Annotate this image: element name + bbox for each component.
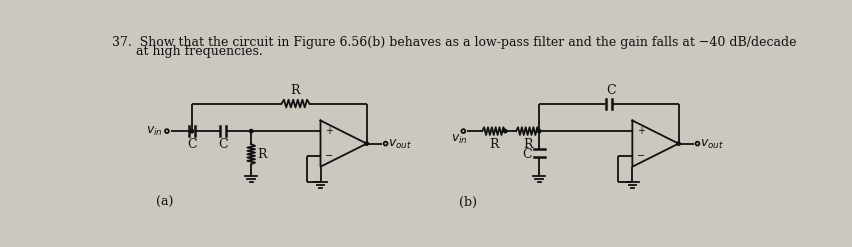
Text: C: C bbox=[522, 148, 532, 161]
Text: 37.  Show that the circuit in Figure 6.56(b) behaves as a low-pass filter and th: 37. Show that the circuit in Figure 6.56… bbox=[112, 36, 796, 49]
Text: −: − bbox=[325, 151, 333, 162]
Text: C: C bbox=[217, 138, 227, 151]
Text: at high frequencies.: at high frequencies. bbox=[112, 45, 262, 58]
Text: (a): (a) bbox=[156, 196, 174, 209]
Text: $v_{in}$: $v_{in}$ bbox=[146, 124, 163, 138]
Text: (b): (b) bbox=[458, 196, 476, 209]
Circle shape bbox=[365, 142, 368, 145]
Text: R: R bbox=[257, 148, 267, 161]
Text: R: R bbox=[522, 138, 532, 151]
Circle shape bbox=[503, 129, 506, 133]
Text: C: C bbox=[606, 84, 615, 97]
Text: R: R bbox=[488, 138, 498, 151]
Text: C: C bbox=[187, 138, 197, 151]
Circle shape bbox=[250, 129, 252, 133]
Text: $v_{out}$: $v_{out}$ bbox=[699, 138, 723, 151]
Text: $v_{out}$: $v_{out}$ bbox=[388, 138, 412, 151]
Text: +: + bbox=[325, 126, 333, 136]
Text: $v_{in}$: $v_{in}$ bbox=[450, 133, 467, 146]
Text: R: R bbox=[291, 84, 300, 97]
Circle shape bbox=[190, 129, 193, 133]
Circle shape bbox=[537, 129, 540, 133]
Text: +: + bbox=[636, 126, 644, 136]
Circle shape bbox=[676, 142, 679, 145]
Text: −: − bbox=[636, 151, 644, 162]
